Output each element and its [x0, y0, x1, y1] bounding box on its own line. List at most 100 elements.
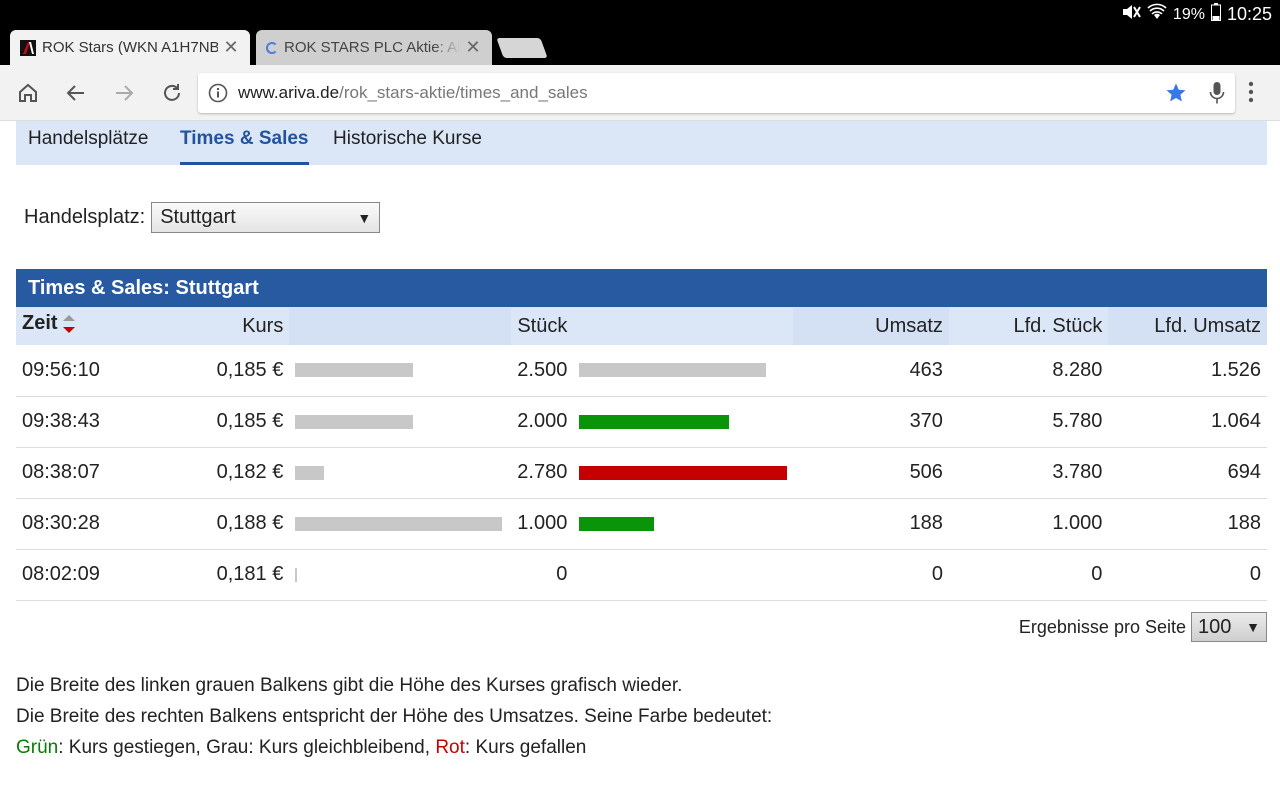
- exchange-select-value: Stuttgart: [160, 206, 236, 228]
- cell-lfd-umsatz: 1.064: [1108, 396, 1267, 448]
- results-per-page-value: 100: [1198, 615, 1232, 638]
- cell-kurs: 0,181 €: [113, 549, 290, 601]
- loading-spinner-icon: [266, 41, 278, 54]
- legend-red-word: Rot: [435, 737, 465, 758]
- cell-stueck-bar: [573, 549, 794, 601]
- url-host: www.ariva.de: [238, 83, 340, 102]
- cell-stueck: 2.780: [511, 447, 574, 499]
- cell-kurs: 0,188 €: [113, 498, 290, 550]
- kurs-bar: [295, 414, 414, 429]
- cell-lfd-umsatz: 0: [1108, 549, 1267, 601]
- ariva-favicon-icon: [20, 39, 36, 56]
- cell-umsatz: 188: [793, 498, 949, 550]
- dropdown-arrow-icon: ▼: [357, 209, 372, 226]
- stueck-bar-green: [579, 516, 655, 531]
- status-bar: 19% 10:25: [0, 0, 1280, 28]
- url-path: /rok_stars-aktie/times_and_sales: [339, 83, 588, 102]
- header-zeit[interactable]: Zeit: [16, 307, 114, 345]
- subnav-item-handelsplaetze[interactable]: Handelsplätze: [28, 128, 149, 149]
- battery-icon: [1210, 3, 1221, 26]
- tab-rok-stars-aktie[interactable]: ROK STARS PLC Aktie: Akti ✕: [256, 30, 492, 65]
- home-icon[interactable]: [14, 79, 42, 107]
- legend-green-text: : Kurs gestiegen, Grau: Kurs gleichbleib…: [58, 737, 436, 758]
- cell-zeit: 09:56:10: [16, 345, 114, 397]
- subnav: Handelsplätze Times & Sales Historische …: [16, 121, 1267, 165]
- legend-red-text: : Kurs gefallen: [464, 737, 587, 758]
- sort-icon[interactable]: [62, 314, 76, 340]
- reload-icon[interactable]: [158, 79, 186, 107]
- cell-kurs: 0,185 €: [113, 396, 290, 448]
- table-row: 09:56:10 0,185 € 2.500 463 8.280 1.526: [16, 345, 1267, 397]
- new-tab-button[interactable]: [496, 38, 548, 58]
- info-icon[interactable]: [208, 83, 228, 108]
- header-stueck[interactable]: Stück: [511, 307, 574, 345]
- header-zeit-label: Zeit: [22, 312, 58, 334]
- header-lfd-umsatz[interactable]: Lfd. Umsatz: [1108, 307, 1267, 345]
- legend: Die Breite des linken grauen Balkens gib…: [16, 670, 772, 763]
- star-icon[interactable]: [1165, 82, 1187, 109]
- legend-line-3: Grün: Kurs gestiegen, Grau: Kurs gleichb…: [16, 732, 772, 763]
- url-text: www.ariva.de/rok_stars-aktie/times_and_s…: [238, 83, 588, 103]
- tab-rok-stars[interactable]: ROK Stars (WKN A1H7NB, ✕: [10, 30, 250, 65]
- cell-stueck-bar: [573, 345, 794, 397]
- cell-kurs: 0,185 €: [113, 345, 290, 397]
- stueck-bar-green: [579, 414, 730, 429]
- cell-umsatz: 463: [793, 345, 949, 397]
- tab-strip: ROK Stars (WKN A1H7NB, ✕ ROK STARS PLC A…: [0, 28, 1280, 65]
- cell-stueck-bar: [573, 498, 794, 550]
- cell-umsatz: 370: [793, 396, 949, 448]
- table-row: 08:38:07 0,182 € 2.780 506 3.780 694: [16, 447, 1267, 499]
- table-header-row: Zeit Kurs Stück Umsatz Lfd. Stück Lfd. U…: [16, 307, 1267, 345]
- cell-stueck: 2.500: [511, 345, 574, 397]
- legend-green-word: Grün: [16, 737, 59, 758]
- subnav-item-historische-kurse[interactable]: Historische Kurse: [333, 128, 482, 149]
- address-bar[interactable]: www.ariva.de/rok_stars-aktie/times_and_s…: [198, 73, 1235, 113]
- results-per-page-label: Ergebnisse pro Seite: [1018, 616, 1186, 637]
- kurs-bar: [295, 465, 325, 480]
- cell-zeit: 08:38:07: [16, 447, 114, 499]
- cell-lfd-stueck: 8.280: [948, 345, 1109, 397]
- exchange-label: Handelsplatz:: [24, 206, 146, 228]
- cell-zeit: 09:38:43: [16, 396, 114, 448]
- exchange-select[interactable]: Stuttgart ▼: [151, 202, 381, 233]
- cell-stueck-bar: [573, 396, 794, 448]
- cell-kurs-bar: [289, 549, 512, 601]
- browser-toolbar: www.ariva.de/rok_stars-aktie/times_and_s…: [0, 65, 1280, 121]
- results-per-page-select[interactable]: 100 ▼: [1191, 612, 1267, 642]
- battery-percent: 19%: [1172, 5, 1205, 23]
- subnav-item-times-sales[interactable]: Times & Sales: [180, 128, 309, 165]
- header-lfd-stueck[interactable]: Lfd. Stück: [948, 307, 1109, 345]
- stueck-bar-red: [579, 465, 788, 480]
- cell-lfd-stueck: 5.780: [948, 396, 1109, 448]
- kurs-bar: [295, 567, 298, 582]
- cell-lfd-umsatz: 694: [1108, 447, 1267, 499]
- kurs-bar: [295, 516, 503, 531]
- cell-kurs-bar: [289, 345, 512, 397]
- table-row: 09:38:43 0,185 € 2.000 370 5.780 1.064: [16, 396, 1267, 448]
- status-time: 10:25: [1226, 4, 1272, 24]
- table-row: 08:02:09 0,181 €0 0 0 0: [16, 549, 1267, 601]
- close-icon[interactable]: ✕: [223, 37, 239, 57]
- mute-icon: [1121, 3, 1141, 26]
- header-kurs-bar: [289, 307, 512, 345]
- cell-lfd-umsatz: 188: [1108, 498, 1267, 550]
- exchange-selector-row: Handelsplatz: Stuttgart ▼: [24, 202, 381, 233]
- tab-title: ROK STARS PLC Aktie: Akti: [284, 39, 460, 56]
- results-per-page: Ergebnisse pro Seite 100 ▼: [1019, 612, 1267, 642]
- legend-line-1: Die Breite des linken grauen Balkens gib…: [16, 675, 683, 696]
- cell-stueck: 1.000: [511, 498, 574, 550]
- header-stueck-bar: [573, 307, 794, 345]
- back-icon[interactable]: [62, 79, 90, 107]
- close-icon[interactable]: ✕: [465, 37, 481, 57]
- menu-icon[interactable]: [1248, 81, 1254, 108]
- cell-kurs: 0,182 €: [113, 447, 290, 499]
- cell-umsatz: 506: [793, 447, 949, 499]
- cell-lfd-stueck: 3.780: [948, 447, 1109, 499]
- times-sales-table: Zeit Kurs Stück Umsatz Lfd. Stück Lfd. U…: [16, 307, 1267, 601]
- header-umsatz[interactable]: Umsatz: [793, 307, 949, 345]
- header-kurs[interactable]: Kurs: [113, 307, 290, 345]
- forward-icon[interactable]: [110, 79, 138, 107]
- dropdown-arrow-icon: ▼: [1246, 619, 1260, 635]
- legend-line-2: Die Breite des rechten Balkens entsprich…: [16, 706, 773, 727]
- mic-icon[interactable]: [1209, 81, 1225, 110]
